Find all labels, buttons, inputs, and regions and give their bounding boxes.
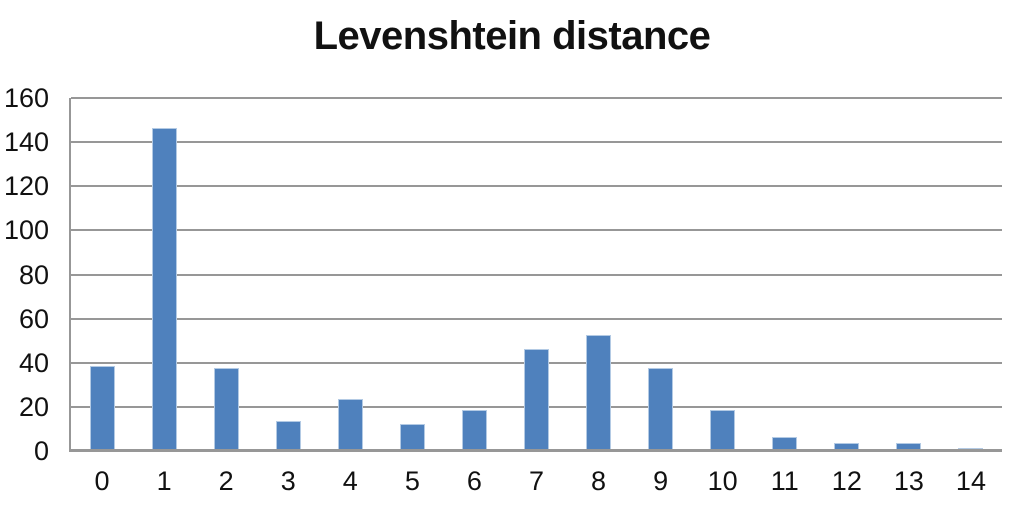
x-tick-label: 12 bbox=[831, 466, 862, 496]
y-tick-label: 40 bbox=[18, 347, 49, 378]
bar-6 bbox=[461, 410, 487, 450]
gridline-y-160 bbox=[71, 97, 1002, 99]
chart-title: Levenshtein distance bbox=[313, 14, 711, 58]
y-tick-label: 100 bbox=[3, 215, 49, 246]
x-tick-label: 9 bbox=[653, 466, 669, 496]
x-tick-label: 0 bbox=[94, 466, 110, 496]
y-tick-label: 60 bbox=[18, 303, 49, 334]
y-tick-label: 140 bbox=[3, 127, 49, 158]
bar-14 bbox=[958, 447, 984, 450]
y-tick-label: 80 bbox=[18, 259, 49, 290]
bar-7 bbox=[524, 348, 549, 450]
gridline-y-140 bbox=[71, 141, 1002, 144]
x-tick-label: 2 bbox=[218, 466, 234, 496]
bar-8 bbox=[586, 335, 612, 450]
gridline-y-0 bbox=[71, 450, 1002, 452]
bar-1 bbox=[151, 127, 177, 450]
bar-0 bbox=[89, 366, 115, 450]
x-tick-label: 5 bbox=[404, 466, 420, 496]
gridline-y-100 bbox=[71, 229, 1002, 232]
y-axis-line bbox=[69, 98, 71, 452]
x-axis-line bbox=[71, 449, 1002, 451]
bar-12 bbox=[834, 443, 860, 450]
bar-11 bbox=[772, 436, 798, 450]
plot-area bbox=[69, 97, 1002, 452]
y-tick-label: 160 bbox=[3, 83, 49, 113]
gridline-y-80 bbox=[71, 273, 1002, 276]
x-tick-label: 11 bbox=[770, 466, 799, 496]
x-tick-label: 6 bbox=[466, 466, 482, 496]
x-tick-label: 3 bbox=[280, 466, 296, 496]
bar-9 bbox=[648, 368, 674, 450]
bar-10 bbox=[710, 410, 736, 450]
gridline-y-60 bbox=[71, 317, 1002, 320]
x-tick-label: 10 bbox=[707, 466, 738, 496]
x-tick-label: 13 bbox=[893, 466, 924, 496]
y-tick-label: 20 bbox=[18, 391, 49, 422]
bar-5 bbox=[399, 423, 425, 450]
x-tick-label: 14 bbox=[955, 466, 986, 496]
x-tick-label: 8 bbox=[591, 466, 607, 496]
x-tick-label: 1 bbox=[156, 466, 172, 496]
x-tick-label: 4 bbox=[342, 466, 358, 496]
bar-2 bbox=[213, 368, 239, 450]
bar-13 bbox=[896, 443, 922, 450]
bar-3 bbox=[275, 421, 301, 450]
bar-4 bbox=[337, 399, 363, 450]
y-tick-label: 0 bbox=[33, 436, 49, 466]
gridline-y-120 bbox=[71, 185, 1002, 188]
y-tick-label: 120 bbox=[3, 171, 49, 202]
x-tick-label: 7 bbox=[528, 466, 545, 496]
